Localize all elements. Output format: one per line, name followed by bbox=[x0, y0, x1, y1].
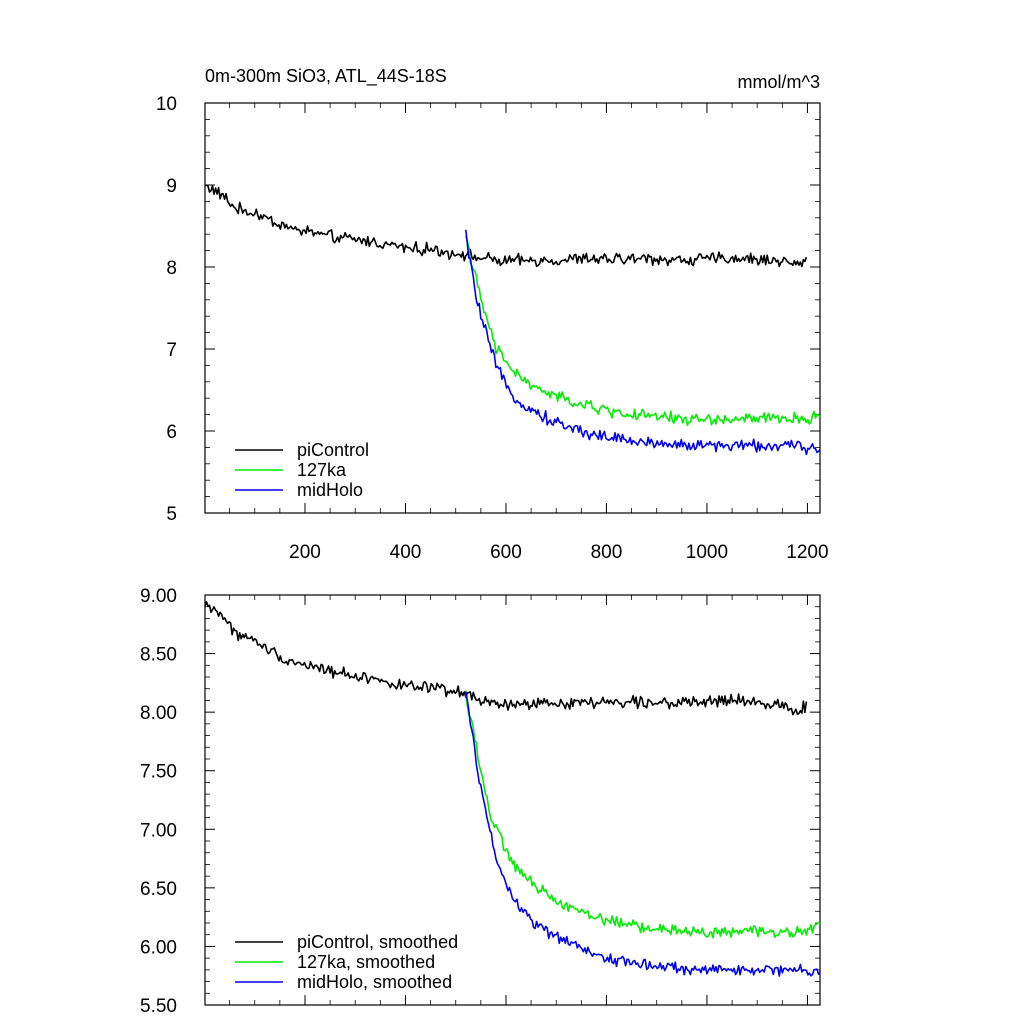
top-ytick-label: 5 bbox=[166, 504, 177, 525]
bottom-plot-frame bbox=[204, 594, 821, 1006]
bottom-ticks: 5.50 6.00 6.50 7.00 7.50 8.00 8.50 9.00 bbox=[140, 586, 820, 1017]
top-plot-frame bbox=[204, 102, 821, 514]
bottom-ytick-label: 6.00 bbox=[140, 937, 177, 958]
bottom-ytick-label: 7.50 bbox=[140, 762, 177, 783]
bottom-ytick-label: 8.00 bbox=[140, 703, 177, 724]
units-label: mmol/m^3 bbox=[738, 72, 820, 92]
top-panel: 5 6 7 8 9 10 200 400 600 800 1000 1200 piControl127… bbox=[156, 94, 829, 563]
top-ytick-label: 6 bbox=[166, 422, 177, 443]
top-ytick-label: 10 bbox=[156, 94, 177, 115]
top-xtick-label: 600 bbox=[490, 542, 522, 563]
top-xtick-label: 1200 bbox=[786, 542, 828, 563]
top-xtick-label: 1000 bbox=[686, 542, 728, 563]
chart-title: 0m-300m SiO3, ATL_44S-18S bbox=[205, 66, 447, 87]
bottom-ytick-label: 5.50 bbox=[140, 996, 177, 1017]
top-series-line-2 bbox=[465, 235, 821, 427]
top-series-line-1 bbox=[204, 184, 808, 268]
bottom-ytick-label: 8.50 bbox=[140, 645, 177, 666]
bottom-ytick-label: 7.00 bbox=[140, 820, 177, 841]
bottom-legend-label: midHolo, smoothed bbox=[297, 972, 452, 992]
bottom-series-line-2 bbox=[465, 690, 821, 939]
top-legend-label: piControl bbox=[297, 440, 369, 460]
top-legend-label: midHolo bbox=[297, 480, 363, 500]
top-ytick-label: 8 bbox=[166, 258, 177, 279]
bottom-series-line-1 bbox=[204, 600, 808, 716]
top-xtick-label: 400 bbox=[390, 542, 422, 563]
bottom-series-lines bbox=[204, 600, 821, 977]
bottom-panel: 5.50 6.00 6.50 7.00 7.50 8.00 8.50 9.00 piContr… bbox=[140, 586, 821, 1017]
top-ytick-label: 7 bbox=[166, 340, 177, 361]
bottom-ytick-label: 6.50 bbox=[140, 879, 177, 900]
top-xtick-label: 200 bbox=[289, 542, 321, 563]
bottom-series-line-3 bbox=[465, 691, 821, 977]
top-ticks: 5 6 7 8 9 10 200 400 600 800 1000 1200 bbox=[156, 94, 829, 563]
top-xtick-label: 800 bbox=[591, 542, 623, 563]
bottom-legend-label: 127ka, smoothed bbox=[297, 952, 435, 972]
bottom-ytick-label: 9.00 bbox=[140, 586, 177, 607]
top-series-line-3 bbox=[465, 229, 821, 456]
top-legend-label: 127ka bbox=[297, 460, 347, 480]
top-series-lines bbox=[204, 184, 821, 456]
top-ytick-label: 9 bbox=[166, 176, 177, 197]
bottom-legend-label: piControl, smoothed bbox=[297, 932, 458, 952]
